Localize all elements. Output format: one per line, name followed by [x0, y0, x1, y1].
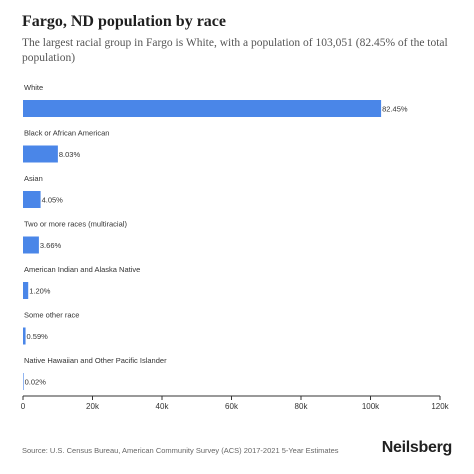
source-note: Source: U.S. Census Bureau, American Com… — [22, 446, 339, 455]
x-tick-label: 60k — [225, 402, 239, 411]
value-label: 0.02% — [25, 378, 47, 387]
value-label: 4.05% — [42, 196, 64, 205]
value-label: 0.59% — [27, 332, 49, 341]
chart-subtitle: The largest racial group in Fargo is Whi… — [22, 37, 448, 64]
x-tick-label: 80k — [295, 402, 309, 411]
brand-logo: Neilsberg — [381, 439, 453, 456]
x-tick-label: 120k — [431, 402, 449, 411]
value-label: 1.20% — [29, 287, 51, 296]
chart-title: Fargo, ND population by race — [22, 13, 226, 30]
category-label: Black or African American — [24, 129, 109, 138]
bar — [23, 282, 29, 299]
category-label: White — [24, 83, 43, 92]
x-tick-label: 20k — [86, 402, 100, 411]
x-tick-label: 100k — [362, 402, 380, 411]
x-tick-label: 40k — [156, 402, 170, 411]
value-label: 82.45% — [382, 105, 408, 114]
category-label: Two or more races (multiracial) — [24, 220, 127, 229]
bar — [23, 191, 41, 208]
value-label: 8.03% — [59, 150, 81, 159]
bar — [23, 373, 24, 390]
bar — [23, 327, 26, 345]
bar — [23, 100, 382, 117]
category-label: American Indian and Alaska Native — [24, 265, 140, 274]
category-label: Native Hawaiian and Other Pacific Island… — [24, 356, 167, 365]
bar — [23, 145, 58, 163]
value-label: 3.66% — [40, 241, 62, 250]
category-label: Some other race — [24, 311, 79, 320]
category-label: Asian — [24, 174, 43, 183]
x-tick-label: 0 — [21, 402, 26, 411]
bar — [23, 236, 39, 254]
